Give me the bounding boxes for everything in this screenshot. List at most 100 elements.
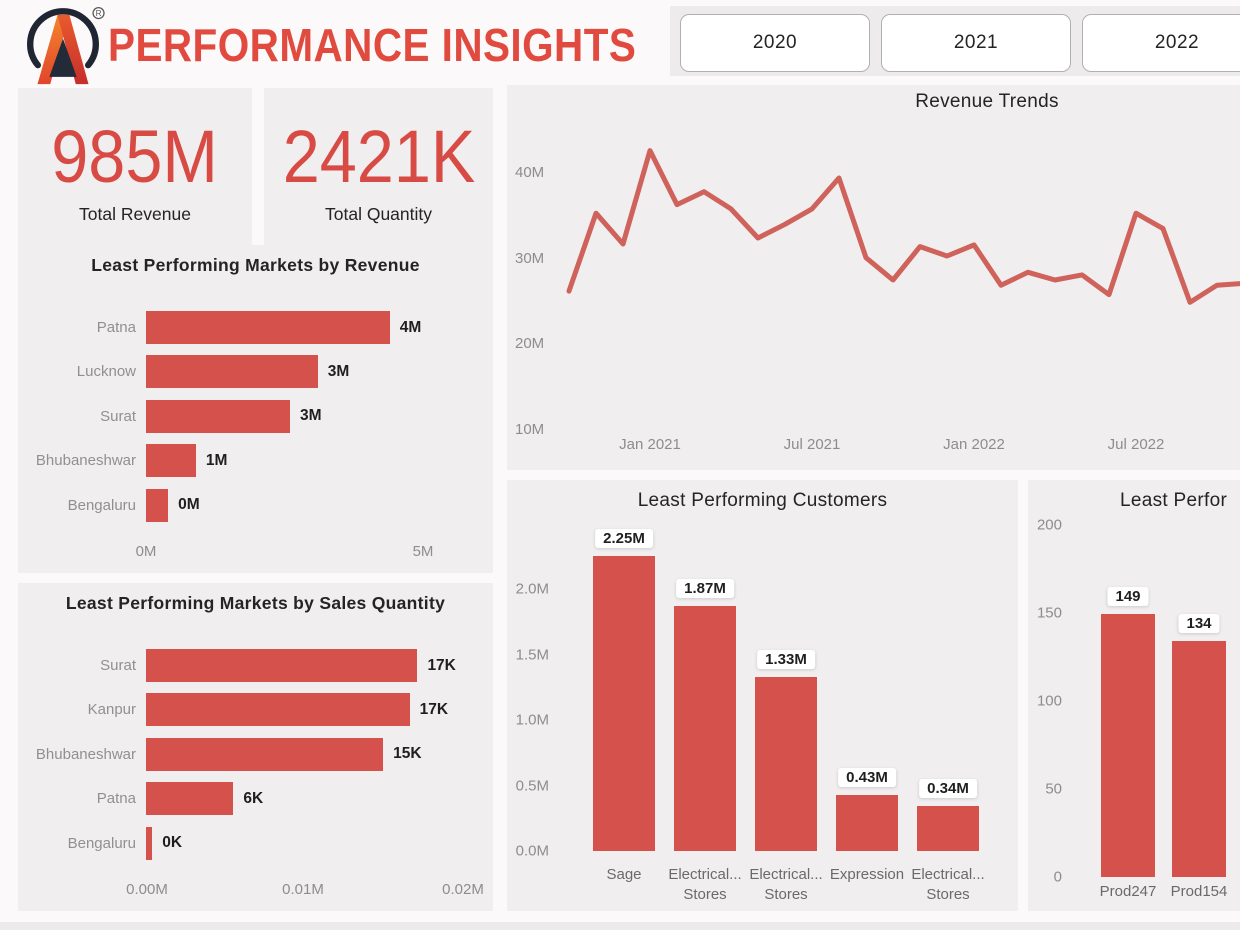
y-axis-tick: 50 [1045, 780, 1062, 798]
bar-expression[interactable] [836, 794, 898, 851]
category-label-bhubaneshwar: Bhubaneshwar [35, 745, 136, 763]
value-label-bhubaneshwar: 1M [205, 451, 228, 469]
value-label-patna: 6K [243, 789, 264, 807]
bar-surat[interactable] [146, 399, 291, 433]
category-label-bengaluru: Bengaluru [67, 496, 136, 514]
value-label-surat: 3M [300, 407, 322, 425]
category-label-electrical-stores: Electrical... Stores [749, 866, 823, 904]
category-label-patna: Patna [96, 319, 136, 336]
bar-row-surat: Surat 3M [18, 399, 493, 433]
y-axis-tick: 100 [1036, 692, 1062, 710]
category-label-lucknow: Lucknow [76, 363, 136, 381]
x-axis-tick: Jan 2022 [943, 436, 1005, 453]
bar-row-bhubaneshwar: Bhubaneshwar 15K [18, 737, 493, 771]
y-axis-tick: 40M [515, 163, 545, 181]
category-label-electrical-stores: Electrical... Stores [668, 866, 742, 904]
bar-sage[interactable] [593, 556, 655, 851]
bar-row-patna: Patna 6K [18, 782, 493, 816]
category-label-sage: Sage [606, 866, 642, 883]
markets-by-quantity-plot: Surat 17K Kanpur 17K Bhubaneshwar 15K Patna 6K B… [18, 583, 493, 911]
year-button-2022[interactable]: 2022 [1082, 14, 1240, 72]
total-quantity-label: Total Quantity [325, 203, 432, 224]
y-axis-tick: 1.0M [515, 711, 549, 729]
total-quantity-value: 2421K [282, 115, 475, 198]
chart-card-markets-by-quantity: Least Performing Markets by Sales Quanti… [18, 583, 493, 911]
bar-patna[interactable] [146, 311, 390, 344]
year-button-2020[interactable]: 2020 [680, 14, 870, 72]
chart-title-markets-by-revenue: Least Performing Markets by Revenue [91, 255, 420, 275]
chart-title-markets-by-quantity: Least Performing Markets by Sales Quanti… [65, 593, 446, 613]
brand-a-logo-icon: R [27, 7, 105, 85]
y-axis-tick: 20M [515, 335, 545, 353]
bar-bengaluru[interactable] [146, 488, 169, 522]
data-label-prod247: 149 [1107, 587, 1149, 607]
y-axis-tick: 0.0M [515, 842, 549, 860]
bar-prod154[interactable] [1172, 640, 1226, 877]
y-axis-tick: 0 [1053, 868, 1062, 886]
chart-title-revenue-trends: Revenue Trends [915, 91, 1059, 112]
bar-prod247[interactable] [1101, 614, 1155, 877]
x-axis-tick: 5M [412, 543, 434, 560]
bar-kanpur[interactable] [146, 693, 410, 727]
y-axis-tick: 150 [1036, 604, 1062, 622]
chart-card-least-customers: Least Performing Customers 0.0M 0.5M 1.0M 1… [507, 480, 1018, 911]
data-label-sage: 2.25M [595, 529, 653, 549]
value-label-patna: 4M [399, 318, 422, 336]
bar-electrical-stores[interactable] [674, 606, 736, 851]
svg-text:R: R [96, 9, 102, 18]
bar-electrical-stores[interactable] [917, 806, 979, 851]
bar-row-bhubaneshwar: Bhubaneshwar 1M [18, 444, 493, 478]
category-label-electrical-stores: Electrical... Stores [911, 866, 985, 904]
bar-bhubaneshwar[interactable] [146, 737, 384, 771]
category-label-bhubaneshwar: Bhubaneshwar [35, 452, 136, 470]
bar-row-patna: Patna 4M [18, 311, 493, 344]
least-products-plot: 0 50 100 150 200 149 Prod247 134 Prod154 [1028, 480, 1240, 911]
y-axis-tick: 10M [515, 421, 545, 438]
value-label-surat: 17K [427, 656, 456, 674]
logo-a-counter [49, 38, 77, 77]
kpi-card-total-revenue: 985M Total Revenue [18, 88, 252, 265]
bar-electrical-stores[interactable] [755, 676, 817, 851]
chart-title-least-customers: Least Performing Customers [637, 490, 888, 511]
bar-lucknow[interactable] [146, 355, 318, 389]
bar-bhubaneshwar[interactable] [146, 444, 196, 478]
data-label-electrical-stores: 1.87M [676, 579, 734, 599]
value-label-bhubaneshwar: 15K [393, 745, 422, 763]
revenue-trends-plot: 10M 20M 30M 40M Jan 2021 Jul 2021 Jan 2022 Jul … [507, 85, 1240, 470]
total-revenue-label: Total Revenue [79, 203, 191, 224]
total-revenue-value: 985M [51, 115, 219, 198]
chart-card-least-products: Least Perfor 0 50 100 150 200 149 Prod247 134 Pr… [1028, 480, 1240, 911]
bar-row-lucknow: Lucknow 3M [18, 355, 493, 389]
x-axis-tick: Jul 2022 [1107, 436, 1165, 453]
x-axis-tick: Jan 2021 [619, 436, 681, 453]
logo-a-left-leg [37, 14, 70, 85]
logo-arc [27, 8, 99, 69]
value-label-lucknow: 3M [327, 362, 350, 380]
category-label-prod247: Prod247 [1099, 883, 1157, 900]
revenue-trend-line[interactable] [566, 148, 1240, 305]
year-button-2021[interactable]: 2021 [881, 14, 1071, 72]
chart-title-least-products: Least Perfor [1120, 490, 1228, 511]
value-label-bengaluru: 0K [162, 834, 183, 852]
y-axis-tick: 200 [1036, 516, 1062, 534]
x-axis-tick: 0M [135, 543, 157, 560]
bar-row-bengaluru: Bengaluru 0K [18, 826, 493, 860]
page-title: PERFORMANCE INSIGHTS [108, 19, 637, 71]
x-axis-tick: 0.00M [126, 881, 168, 898]
category-label-patna: Patna [96, 790, 136, 808]
value-label-bengaluru: 0M [178, 496, 200, 514]
bar-bengaluru[interactable] [146, 826, 153, 860]
logo-a-right-leg [57, 14, 89, 85]
bar-row-surat: Surat 17K [18, 649, 493, 682]
bar-row-kanpur: Kanpur 17K [18, 693, 493, 727]
least-customers-plot: 0.0M 0.5M 1.0M 1.5M 2.0M 2.25M Sage 1.87M Electr… [507, 480, 1018, 911]
data-label-expression: 0.43M [838, 767, 896, 787]
category-label-bengaluru: Bengaluru [67, 834, 136, 852]
bar-surat[interactable] [146, 649, 418, 682]
next-row-card-edge [0, 922, 1240, 930]
bar-patna[interactable] [146, 782, 234, 816]
chart-card-markets-by-revenue: Least Performing Markets by Revenue Patn… [18, 245, 493, 573]
data-label-prod154: 134 [1178, 613, 1220, 633]
registered-mark-icon [92, 7, 105, 20]
value-label-kanpur: 17K [419, 700, 449, 718]
